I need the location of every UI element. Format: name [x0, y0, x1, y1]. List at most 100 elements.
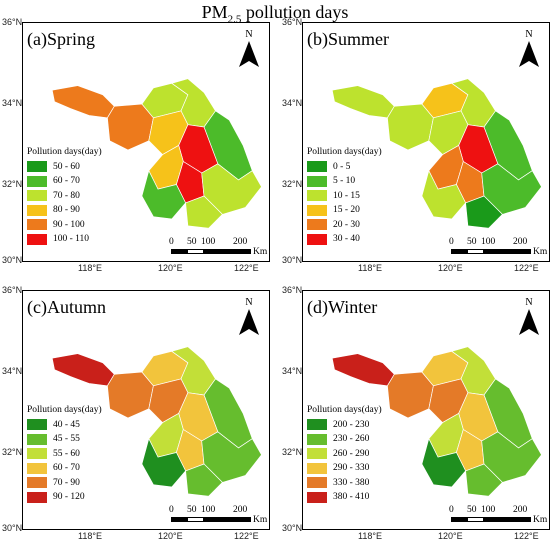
legend-swatch — [27, 161, 47, 172]
scale-unit: Km — [253, 515, 268, 525]
legend-swatch — [307, 233, 327, 245]
legend-swatch — [27, 477, 47, 488]
legend-item: 20 - 30 — [307, 218, 382, 231]
county-region — [185, 463, 223, 497]
scale-label: 100 — [481, 505, 496, 515]
longitude-tick: 122°E — [234, 531, 259, 541]
legend-swatch — [307, 448, 327, 459]
legend-swatch — [27, 491, 47, 503]
legend-range: 0 - 5 — [333, 161, 351, 172]
legend: Pollution days(day) 50 - 60 60 - 70 70 - 80… — [27, 147, 102, 247]
scale-label: 50 — [187, 505, 197, 515]
scale-label: 0 — [449, 237, 454, 247]
county-region — [465, 463, 503, 497]
legend-item: 100 - 110 — [27, 233, 102, 246]
legend-item: 50 - 60 — [27, 160, 102, 173]
legend-range: 330 - 380 — [333, 477, 370, 488]
scale-bar: 0 50 100 200 Km — [449, 505, 549, 529]
province-map — [51, 346, 262, 497]
legend-swatch — [27, 219, 47, 230]
latitude-tick: 34°N — [2, 98, 23, 108]
county-region — [107, 371, 154, 419]
longitude-tick: 118°E — [358, 263, 382, 273]
legend-range: 260 - 290 — [333, 448, 370, 459]
legend-range: 55 - 60 — [53, 448, 80, 459]
county-region — [387, 103, 434, 151]
legend-swatch — [27, 190, 47, 201]
legend-swatch — [307, 491, 327, 503]
legend-swatch — [307, 204, 327, 216]
longitude-tick: 122°E — [514, 531, 539, 541]
legend-item: 40 - 45 — [27, 418, 102, 431]
scale-label: 200 — [233, 505, 248, 515]
legend-range: 15 - 20 — [333, 205, 360, 215]
legend: Pollution days(day) 200 - 230 230 - 260 260… — [307, 405, 382, 505]
county-region — [331, 85, 395, 119]
legend-item: 380 - 410 — [307, 491, 382, 504]
figure-title: PM2.5 pollution days — [201, 2, 349, 26]
legend-item: 15 - 20 — [307, 204, 382, 217]
legend-item: 80 - 90 — [27, 204, 102, 217]
county-region — [51, 85, 115, 119]
legend-range: 45 - 55 — [53, 434, 80, 444]
county-region — [51, 353, 115, 387]
legend-swatch — [307, 462, 327, 474]
province-map — [51, 78, 262, 229]
legend-range: 90 - 100 — [53, 219, 85, 230]
panel-label: (b)Summer — [307, 29, 389, 49]
map-panel: (b)Summer N Pollution days(day) 0 - 5 5 - 10… — [302, 22, 550, 262]
latitude-tick: 32°N — [282, 447, 303, 457]
legend-range: 30 - 40 — [333, 234, 360, 244]
legend-item: 230 - 260 — [307, 433, 382, 446]
scale-label: 200 — [513, 237, 528, 247]
legend-range: 70 - 80 — [53, 190, 80, 201]
longitude-tick: 122°E — [234, 263, 259, 273]
scale-label: 100 — [201, 505, 216, 515]
legend: Pollution days(day) 40 - 45 45 - 55 55 - 60… — [27, 405, 102, 505]
latitude-tick: 36°N — [282, 285, 303, 295]
latitude-tick: 32°N — [2, 447, 23, 457]
legend-swatch — [27, 204, 47, 216]
legend-swatch — [27, 462, 47, 474]
legend-range: 10 - 15 — [333, 190, 360, 201]
scale-bar: 0 50 100 200 Km — [169, 505, 269, 529]
legend-range: 20 - 30 — [333, 219, 360, 230]
legend-swatch — [27, 433, 47, 445]
legend-item: 70 - 90 — [27, 476, 102, 489]
north-arrow-icon: N — [517, 297, 541, 335]
legend-range: 380 - 410 — [333, 492, 370, 502]
legend-item: 200 - 230 — [307, 418, 382, 431]
legend-item: 90 - 120 — [27, 491, 102, 504]
legend-swatch — [307, 175, 327, 187]
map-panel: (d)Winter N Pollution days(day) 200 - 230 23… — [302, 290, 550, 530]
longitude-tick: 122°E — [514, 263, 539, 273]
latitude-tick: 30°N — [2, 523, 23, 533]
latitude-tick: 30°N — [282, 255, 303, 265]
county-region — [421, 169, 467, 220]
north-arrow-icon: N — [517, 29, 541, 67]
county-region — [465, 195, 503, 229]
scale-label: 100 — [201, 237, 216, 247]
province-map — [331, 78, 542, 229]
latitude-tick: 36°N — [2, 17, 23, 27]
legend-swatch — [27, 448, 47, 459]
north-arrow-icon: N — [237, 29, 261, 67]
scale-label: 0 — [449, 505, 454, 515]
legend-title: Pollution days(day) — [307, 405, 382, 415]
legend-range: 40 - 45 — [53, 419, 80, 430]
latitude-tick: 36°N — [2, 285, 23, 295]
county-region — [141, 169, 187, 220]
scale-bar: 0 50 100 200 Km — [169, 237, 269, 261]
legend-swatch — [307, 477, 327, 488]
scale-label: 50 — [467, 505, 477, 515]
legend-swatch — [307, 419, 327, 430]
longitude-tick: 118°E — [78, 263, 102, 273]
legend-item: 90 - 100 — [27, 218, 102, 231]
scale-label: 0 — [169, 237, 174, 247]
map-panel: (c)Autumn N Pollution days(day) 40 - 45 45 -… — [22, 290, 270, 530]
county-region — [331, 353, 395, 387]
county-region — [141, 437, 187, 488]
longitude-tick: 118°E — [358, 531, 382, 541]
legend-range: 290 - 330 — [333, 463, 370, 473]
legend-item: 55 - 60 — [27, 447, 102, 460]
